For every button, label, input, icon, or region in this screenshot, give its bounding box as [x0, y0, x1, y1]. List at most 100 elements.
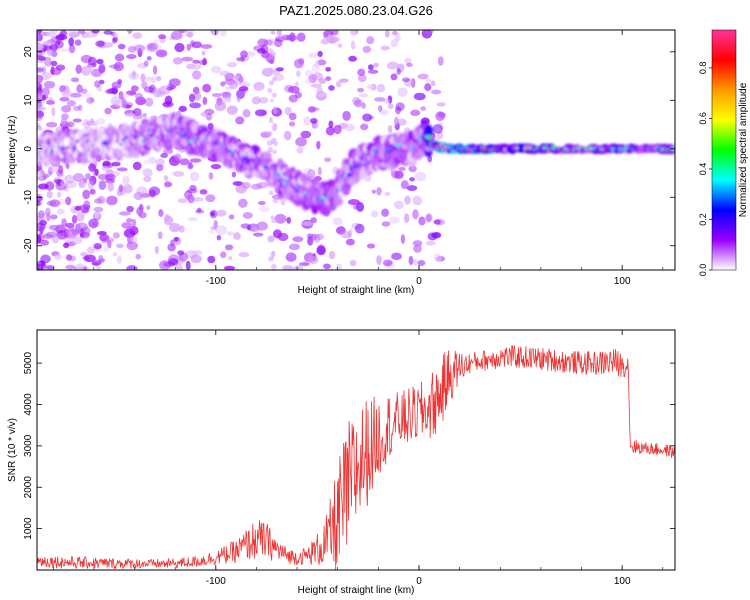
spectrogram-noise-blob	[37, 30, 43, 34]
spectrogram-noise-blob	[54, 254, 62, 260]
spectrogram-noise-blob	[174, 42, 185, 53]
spectrogram-noise-blob	[131, 218, 137, 227]
spectrogram-noise-blob	[387, 95, 393, 104]
spectrogram-noise-blob	[193, 91, 202, 101]
spectrogram-noise-blob	[393, 116, 399, 126]
spectrogram-noise-blob	[190, 40, 195, 48]
snr-x-ticks: -100 0 100	[52, 330, 664, 587]
spectrogram-noise-blob	[59, 48, 70, 53]
spectrogram-noise-blob	[68, 225, 75, 232]
spectrogram-noise-blob	[74, 223, 81, 234]
spectrogram-noise-blob	[328, 250, 336, 260]
spectrogram-noise-blob	[317, 59, 327, 66]
spectrogram-noise-blob	[116, 167, 128, 172]
spectrogram-noise-blob	[111, 161, 121, 167]
spectrogram-noise-blob	[254, 109, 267, 117]
spectrogram-noise-blob	[169, 222, 181, 233]
spectrogram-noise-blob	[258, 206, 270, 213]
spectrogram-noise-blob	[132, 32, 142, 39]
spectrogram-noise-blob	[74, 205, 82, 211]
spectrogram-noise-blob	[164, 95, 173, 106]
spectrogram-noise-blob	[382, 259, 393, 267]
snr-y-ticks: 1000 2000 3000 4000 5000	[23, 352, 675, 540]
colorbar-tick-label: 0.8	[698, 62, 708, 75]
spectrogram-noise-blob	[208, 229, 215, 235]
spectrogram-noise-blob	[191, 196, 204, 202]
spectrogram-noise-blob	[181, 56, 194, 62]
spectrogram-noise-blob	[342, 110, 351, 121]
spectrogram-noise-blob	[51, 107, 56, 117]
spectrogram-noise-blob	[41, 66, 46, 74]
spectrogram-noise-blob	[200, 44, 213, 49]
spectrogram-noise-blob	[65, 162, 70, 170]
spectrogram-noise-blob	[348, 55, 357, 62]
spectrogram-ridge-halo	[423, 124, 434, 137]
spectrogram-noise-blob	[37, 95, 43, 101]
spectrogram-noise-blob	[88, 65, 94, 73]
spectrogram-noise-blob	[110, 96, 121, 107]
spectrogram-noise-blob	[271, 31, 276, 35]
spectrogram-noise-blob	[170, 30, 183, 41]
spectrogram-noise-blob	[235, 116, 245, 125]
x-tick-label: 100	[614, 276, 631, 287]
spectrogram-noise-blob	[45, 121, 58, 128]
spectrogram-noise-blob	[57, 164, 64, 174]
spectrogram-noise-blob	[127, 235, 134, 245]
spectrogram-noise-blob	[37, 122, 41, 129]
spectrogram-noise-blob	[370, 210, 379, 218]
spectrogram-ridge-core	[275, 172, 281, 177]
spectrogram-noise-blob	[126, 225, 138, 232]
spectrogram-noise-blob	[250, 183, 263, 190]
spectrogram-noise-blob	[159, 260, 171, 270]
spectrogram-noise-blob	[192, 59, 200, 64]
spectrogram-noise-blob	[310, 83, 322, 88]
spectrogram-noise-blob	[168, 258, 179, 266]
spectrogram-noise-blob	[413, 244, 422, 253]
spectrogram-noise-blob	[420, 106, 427, 111]
spectrogram-noise-blob	[116, 243, 124, 249]
spectrogram-noise-blob	[96, 230, 107, 236]
spectrogram-noise-blob	[294, 91, 303, 99]
spectrogram-noise-blob	[60, 117, 68, 125]
spectrogram-noise-blob	[160, 152, 168, 159]
spectrogram-noise-blob	[288, 243, 301, 251]
spectrogram-noise-blob	[267, 146, 274, 153]
spectrogram-noise-blob	[292, 236, 304, 243]
spectrogram-noise-blob	[101, 165, 111, 172]
spectrogram-noise-blob	[83, 254, 96, 263]
spectrogram-noise-blob	[68, 255, 77, 262]
spectrogram-ridge-halo	[279, 163, 288, 170]
spectrogram-noise-blob	[40, 254, 51, 264]
spectrogram-noise-blob	[270, 263, 277, 270]
snr-panel: -100 0 100 1000 2000 3000 4000 5000 Height of …	[7, 329, 676, 596]
spectrogram-noise-blob	[93, 167, 98, 176]
spectrogram-noise-blob	[408, 165, 417, 173]
x-tick-label: 0	[416, 276, 422, 287]
spectrogram-noise-blob	[208, 172, 214, 180]
spectrogram-noise-blob	[94, 210, 100, 219]
spectrogram-noise-blob	[143, 86, 155, 93]
colorbar-tick-label: 0.4	[698, 163, 708, 176]
spectrogram-noise-blob	[77, 30, 86, 35]
spectrogram-ridge-core	[424, 135, 432, 139]
spectrogram-noise-blob	[268, 119, 273, 124]
spectrogram-noise-blob	[190, 64, 202, 70]
spectrogram-noise-blob	[308, 256, 319, 265]
spectrogram-noise-blob	[142, 168, 153, 177]
spectrogram-noise-blob	[75, 263, 85, 270]
spectrogram-noise-blob	[242, 181, 251, 189]
spectrogram-noise-blob	[360, 123, 369, 131]
spectrogram-noise-blob	[282, 265, 294, 270]
spectrogram-noise-blob	[202, 83, 212, 93]
spectrogram-noise-blob	[376, 187, 382, 196]
spectrogram-noise-blob	[382, 98, 391, 104]
snr-y-axis-label: SNR (10 * v/v)	[7, 418, 18, 482]
spectrogram-noise-blob	[76, 39, 81, 46]
spectrogram-noise-blob	[122, 99, 128, 108]
spectrogram-noise-blob	[288, 85, 300, 94]
spectrogram-noise-blob	[404, 195, 411, 205]
y-tick-label: 0	[23, 146, 34, 152]
spectrogram-noise-blob	[258, 96, 269, 104]
spectrogram-noise-blob	[37, 82, 42, 91]
spectrogram-noise-blob	[70, 236, 83, 245]
